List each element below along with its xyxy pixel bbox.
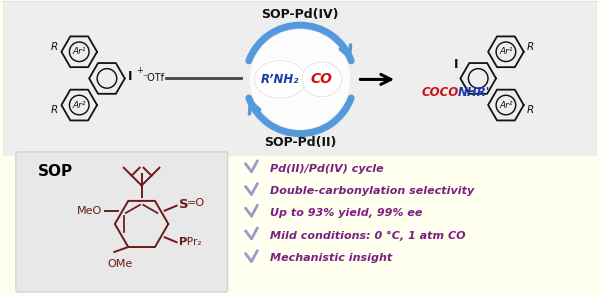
Ellipse shape xyxy=(254,61,306,98)
Text: R: R xyxy=(527,42,534,52)
Text: R’NH₂: R’NH₂ xyxy=(261,73,299,86)
Text: +: + xyxy=(136,66,143,75)
FancyBboxPatch shape xyxy=(16,152,228,292)
Text: SOP-Pd(II): SOP-Pd(II) xyxy=(264,137,336,150)
Ellipse shape xyxy=(250,30,350,129)
Text: Ar¹: Ar¹ xyxy=(499,47,512,56)
Ellipse shape xyxy=(302,62,341,97)
Text: MeO: MeO xyxy=(77,206,103,216)
Text: =O: =O xyxy=(187,198,205,208)
Text: OMe: OMe xyxy=(107,259,133,269)
Text: I: I xyxy=(454,58,458,71)
Text: Up to 93% yield, 99% ee: Up to 93% yield, 99% ee xyxy=(271,208,422,218)
Text: Double-carbonylation selectivity: Double-carbonylation selectivity xyxy=(271,186,475,196)
Text: R: R xyxy=(51,42,58,52)
Text: I: I xyxy=(128,70,132,83)
Text: Mild conditions: 0 °C, 1 atm CO: Mild conditions: 0 °C, 1 atm CO xyxy=(271,231,466,241)
Text: CO: CO xyxy=(311,72,333,86)
Text: NHR': NHR' xyxy=(458,86,490,99)
Text: Ar²: Ar² xyxy=(499,101,512,109)
Text: R: R xyxy=(527,105,534,115)
FancyBboxPatch shape xyxy=(2,1,598,157)
Text: R: R xyxy=(51,105,58,115)
Text: Mechanistic insight: Mechanistic insight xyxy=(271,253,392,263)
Text: ⁱPr₂: ⁱPr₂ xyxy=(185,237,202,247)
Text: S: S xyxy=(179,198,188,211)
Text: SOP: SOP xyxy=(38,164,73,179)
Text: Ar²: Ar² xyxy=(73,101,86,109)
Text: COCO: COCO xyxy=(421,86,458,99)
Text: P: P xyxy=(179,237,187,247)
Text: SOP-Pd(IV): SOP-Pd(IV) xyxy=(261,8,339,21)
Text: Pd(II)/Pd(IV) cycle: Pd(II)/Pd(IV) cycle xyxy=(271,164,384,174)
Text: ⁻OTf: ⁻OTf xyxy=(143,73,164,83)
Text: Ar¹: Ar¹ xyxy=(73,47,86,56)
